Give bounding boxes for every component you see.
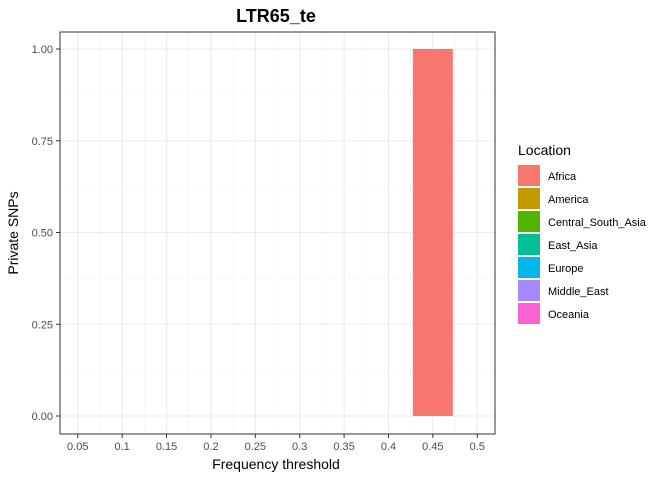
y-tick-label: 0.00 [32, 411, 53, 423]
legend-key-east_asia [518, 234, 540, 255]
y-tick-label: 0.50 [32, 228, 53, 240]
x-tick-label: 0.35 [333, 441, 354, 453]
x-tick-label: 0.15 [156, 441, 177, 453]
legend-key-africa [518, 165, 540, 186]
x-tick-label: 0.25 [245, 441, 266, 453]
x-tick-label: 0.45 [422, 441, 443, 453]
y-tick-label: 1.00 [32, 44, 53, 56]
x-tick-label: 0.05 [67, 441, 88, 453]
legend-title: Location [518, 142, 571, 158]
legend-label-middle_east: Middle_East [548, 286, 609, 298]
legend-label-america: America [548, 194, 589, 206]
legend-key-middle_east [518, 280, 540, 301]
legend-label-africa: Africa [548, 171, 577, 183]
y-axis: 0.00 0.25 0.50 0.75 1.00 [32, 44, 60, 423]
bar-africa-0-45 [412, 49, 453, 416]
legend-label-central_south_asia: Central_South_Asia [548, 217, 647, 229]
x-tick-label: 0.5 [470, 441, 485, 453]
x-axis-title: Frequency threshold [212, 456, 340, 472]
grid [60, 32, 495, 434]
y-tick-label: 0.75 [32, 136, 53, 148]
legend-label-east_asia: East_Asia [548, 240, 598, 252]
legend-key-america [518, 188, 540, 209]
legend-label-europe: Europe [548, 263, 583, 275]
legend-key-central_south_asia [518, 211, 540, 232]
y-tick-label: 0.25 [32, 319, 53, 331]
x-tick-label: 0.3 [292, 441, 307, 453]
bars [412, 49, 453, 416]
chart-title: LTR65_te [236, 6, 316, 26]
legend-label-oceania: Oceania [548, 309, 590, 321]
legend-key-europe [518, 257, 540, 278]
legend-items: Africa America Central_South_Asia East_Asia… [518, 165, 647, 324]
x-tick-label: 0.4 [381, 441, 396, 453]
legend-key-oceania [518, 303, 540, 324]
legend: Location Africa America Central_South_Asia… [518, 142, 647, 324]
x-tick-label: 0.1 [114, 441, 129, 453]
x-axis: 0.05 0.1 0.15 0.2 0.25 0.3 0.35 0.4 0.45 0.5 [67, 434, 485, 453]
x-tick-label: 0.2 [203, 441, 218, 453]
y-axis-title: Private SNPs [5, 191, 21, 274]
